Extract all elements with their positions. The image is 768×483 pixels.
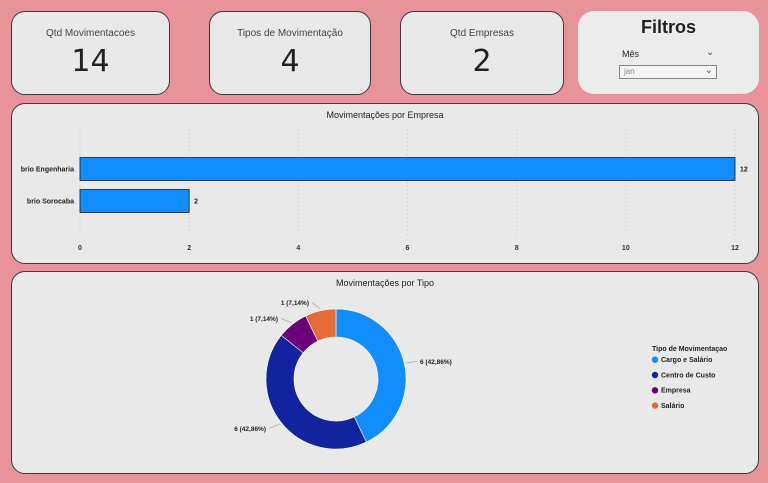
x-tick-label: 12: [731, 245, 739, 252]
leader-line: [268, 423, 280, 429]
leader-line: [406, 361, 418, 364]
slice-data-label: 6 (42,86%): [234, 426, 266, 433]
kpi-label: Tipos de Movimentação: [237, 28, 343, 39]
month-dropdown-value: jan: [624, 67, 635, 76]
donut-slice: [335, 308, 407, 443]
x-tick-label: 6: [406, 245, 410, 252]
kpi-value: 2: [472, 44, 492, 79]
kpi-label: Qtd Movimentacoes: [46, 28, 135, 39]
legend-item: Salário: [661, 403, 684, 410]
chevron-down-icon[interactable]: ⌄: [706, 47, 715, 58]
slice-data-label: 1 (7,14%): [250, 316, 278, 323]
x-tick-label: 10: [622, 245, 630, 252]
y-category-label: brio Engenharia: [21, 167, 74, 174]
donut-chart-panel: Movimentações por Tipo 6 (42,86%) 6 (42,8…: [11, 271, 759, 474]
x-tick-label: 8: [515, 245, 519, 252]
donut-slice: [305, 308, 337, 342]
legend-title: Tipo de Movimentaçao: [652, 346, 727, 353]
x-tick-label: 2: [187, 245, 191, 252]
filters-title: Filtros: [640, 17, 696, 37]
legend-marker: [651, 356, 659, 363]
kpi-card-tipos: Tipos de Movimentação 4: [209, 11, 371, 95]
kpi-card-empresas: Qtd Empresas 2: [400, 11, 564, 95]
bar-data-label: 12: [740, 167, 748, 174]
legend-marker: [651, 371, 659, 379]
leader-line: [280, 318, 292, 323]
bar: [79, 157, 736, 181]
bar-chart-title: Movimentações por Empresa: [326, 110, 444, 120]
x-tick-label: 0: [78, 245, 82, 252]
y-category-label: brio Sorocaba: [27, 199, 74, 206]
bar-chart-panel: Movimentações por Empresa 0 2 4 6 8 10 12 brio …: [11, 103, 759, 264]
month-slicer-label: Mês: [622, 49, 640, 59]
filters-panel: Filtros Mês ⌄ jan ⌄: [578, 11, 759, 94]
donut-chart: 6 (42,86%) 6 (42,86%) 1 (7,14%) 1 (7,14%) Ti…: [234, 300, 727, 450]
kpi-label: Qtd Empresas: [450, 28, 514, 39]
legend-item: Empresa: [661, 388, 691, 395]
kpi-value: 14: [71, 44, 110, 79]
kpi-card-movimentacoes: Qtd Movimentacoes 14: [11, 11, 170, 95]
legend-marker: [651, 402, 659, 409]
legend-item: Cargo e Salário: [661, 357, 712, 364]
slice-data-label: 6 (42,86%): [420, 359, 452, 366]
x-tick-label: 4: [296, 245, 300, 252]
bar-data-label: 2: [194, 199, 198, 206]
legend-item: Centro de Custo: [661, 372, 715, 379]
month-dropdown[interactable]: jan ⌄: [619, 65, 717, 79]
donut-slice: [265, 334, 367, 450]
kpi-value: 4: [280, 44, 300, 79]
leader-line: [311, 302, 321, 310]
chevron-down-icon: ⌄: [704, 65, 713, 76]
donut-chart-title: Movimentações por Tipo: [335, 278, 435, 288]
bar: [79, 189, 190, 213]
slice-data-label: 1 (7,14%): [281, 300, 309, 307]
bar-chart: 0 2 4 6 8 10 12 brio Engenharia 12 brio Sorocaba 2: [21, 130, 748, 252]
legend-marker: [651, 387, 659, 394]
